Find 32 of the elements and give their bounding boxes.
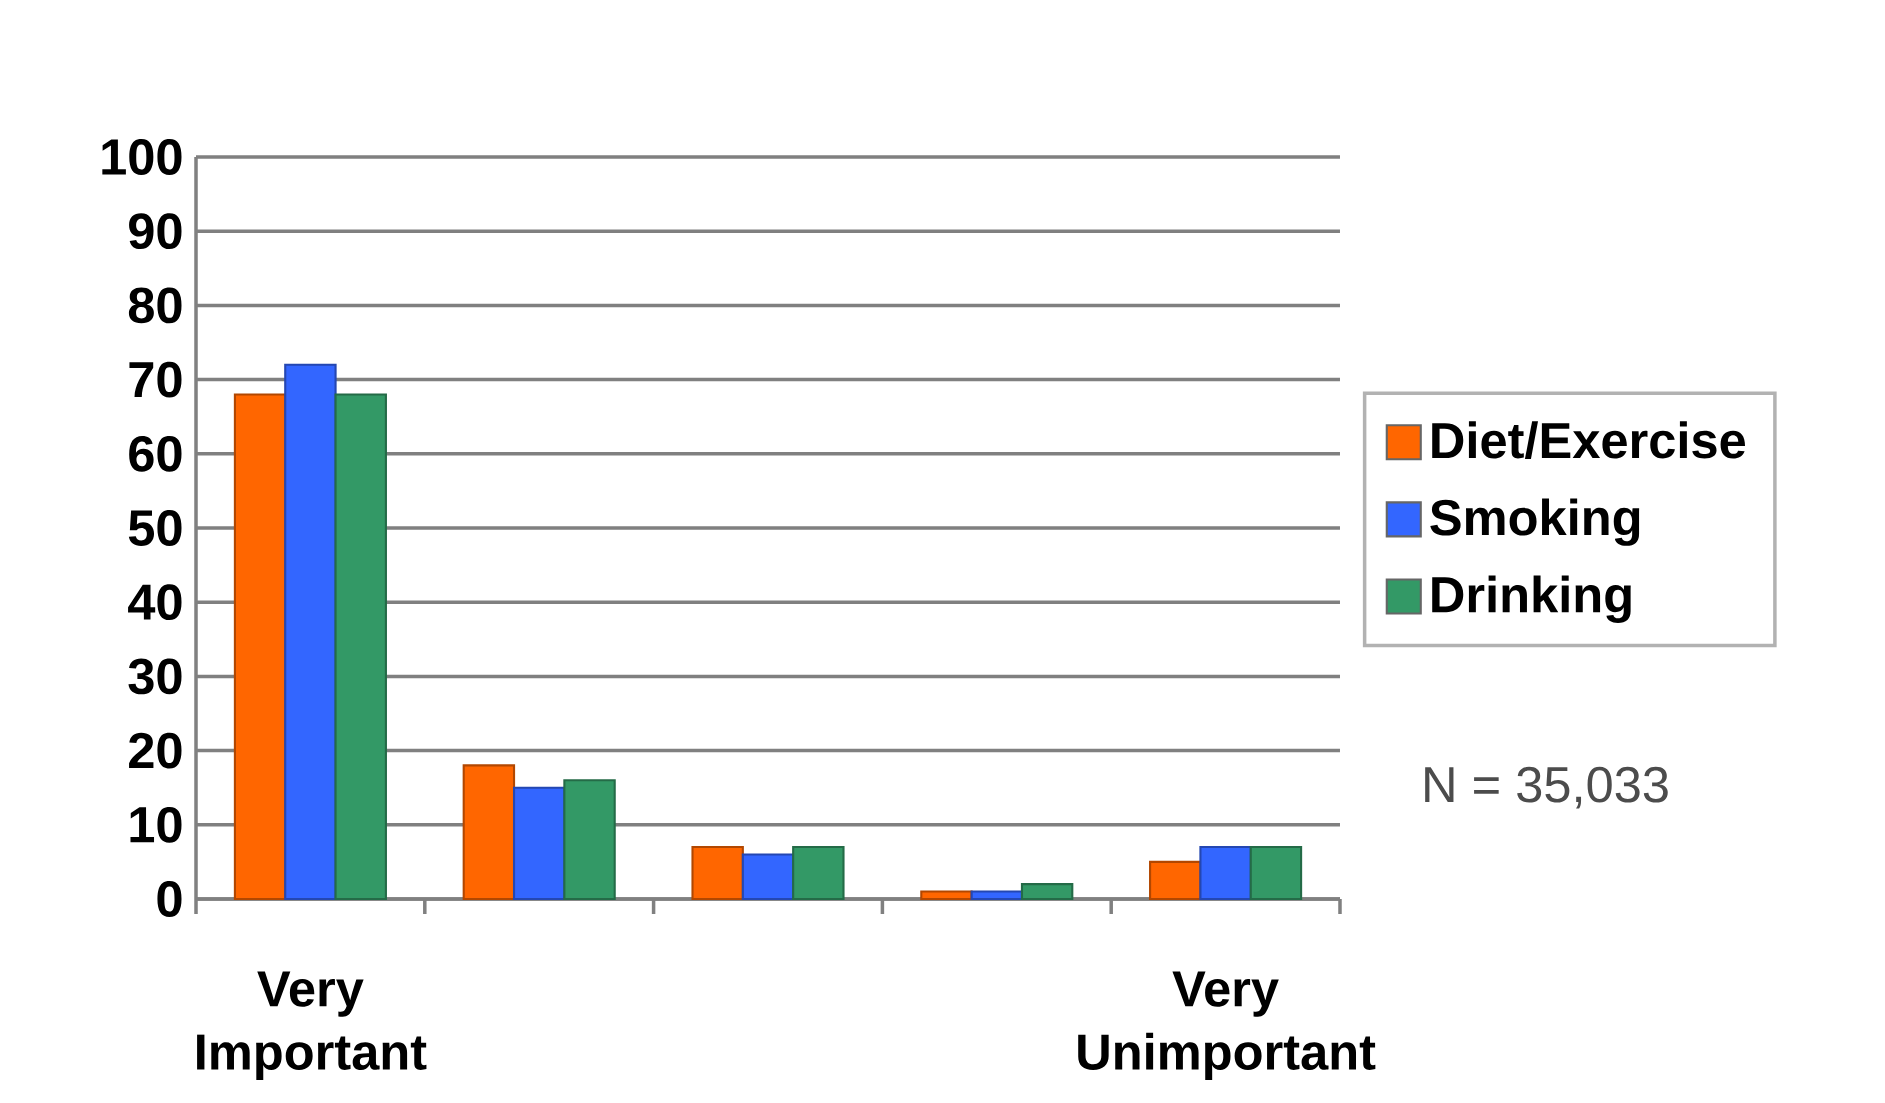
bar xyxy=(284,363,337,901)
bar xyxy=(512,786,566,901)
y-tick-label: 90 xyxy=(129,213,182,250)
text: N = 35,033 xyxy=(1425,766,1668,809)
bar xyxy=(970,890,1024,901)
bar xyxy=(233,393,287,901)
bar xyxy=(1020,883,1074,901)
y-tick-label: 60 xyxy=(129,435,182,472)
bar xyxy=(920,890,973,901)
legend-label: Drinking xyxy=(1432,575,1631,623)
bar xyxy=(1249,845,1303,901)
y-tick-label: 80 xyxy=(128,287,182,324)
legend-label: Diet/Exercise xyxy=(1432,421,1745,459)
y-tick-label: 40 xyxy=(128,584,182,621)
bar xyxy=(563,779,616,901)
y-tick-label: 20 xyxy=(129,732,182,769)
x-tick-label: Very Important xyxy=(197,971,427,1081)
x-tick-label: Very Unimportant xyxy=(1078,971,1376,1081)
bar xyxy=(691,845,744,901)
bar xyxy=(334,393,387,901)
y-tick-label: 10 xyxy=(130,806,182,843)
bar xyxy=(741,853,795,901)
bar xyxy=(462,764,516,901)
y-tick-label: 100 xyxy=(102,139,182,175)
y-tick-label: 0 xyxy=(157,881,182,917)
bar xyxy=(1199,845,1252,901)
bar xyxy=(792,845,845,901)
y-tick-label: 70 xyxy=(129,361,182,398)
legend-label: Smoking xyxy=(1430,498,1640,546)
y-tick-label: 30 xyxy=(128,658,182,695)
bar xyxy=(1149,860,1202,901)
y-tick-label: 50 xyxy=(128,510,182,546)
